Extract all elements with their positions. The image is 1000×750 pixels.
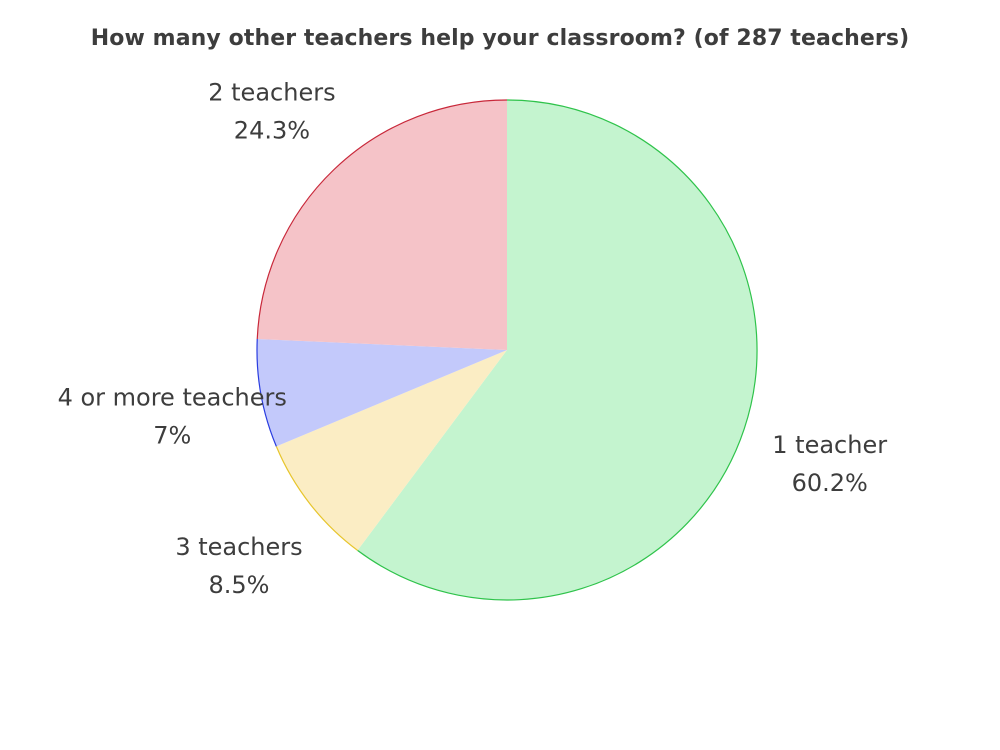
slice-value-1-teacher: 60.2% <box>792 469 868 497</box>
slice-label-1-teacher: 1 teacher <box>772 431 887 459</box>
pie-slice-4-or-more-teachers <box>257 339 507 447</box>
slice-value-4-or-more-teachers: 7% <box>153 422 191 450</box>
pie-slice-edge-2-teachers <box>256 99 508 340</box>
slice-label-4-or-more-teachers: 4 or more teachers <box>58 384 287 412</box>
pie-slice-2-teachers <box>257 100 507 350</box>
pie-slice-edge-3-teachers <box>275 446 358 551</box>
slice-label-3-teachers: 3 teachers <box>175 533 302 561</box>
pie-slice-3-teachers <box>276 350 507 551</box>
pie-slice-edge-1-teacher <box>357 99 758 601</box>
slice-value-2-teachers: 24.3% <box>234 116 310 144</box>
slice-label-2-teachers: 2 teachers <box>208 78 335 106</box>
pie-labels: 1 teacher 60.2% 3 teachers 8.5% 4 or more te… <box>58 78 888 599</box>
chart-title: How many other teachers help your classr… <box>90 26 910 51</box>
pie-slices <box>256 99 758 601</box>
slice-value-3-teachers: 8.5% <box>209 571 270 599</box>
pie-slice-edge-4-or-more-teachers <box>256 338 277 447</box>
pie-slice-1-teacher <box>357 100 757 600</box>
